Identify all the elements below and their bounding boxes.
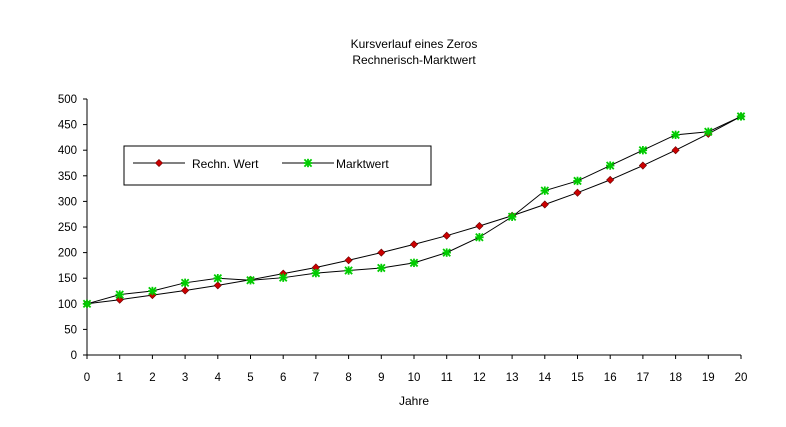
data-point-asterisk — [278, 273, 288, 282]
y-tick-label: 350 — [58, 171, 77, 183]
legend-label: Rechn. Wert — [192, 157, 259, 171]
data-point-diamond — [442, 231, 451, 240]
data-point-asterisk — [442, 248, 451, 257]
x-tick-label: 2 — [149, 372, 155, 384]
legend-item: Rechn. Wert — [133, 157, 259, 171]
y-tick-label: 0 — [71, 350, 77, 362]
y-tick-label: 450 — [58, 120, 77, 132]
series-line — [86, 115, 742, 305]
data-point-diamond — [573, 188, 582, 197]
x-tick-label: 4 — [215, 372, 222, 384]
y-tick-label: 300 — [58, 196, 77, 208]
x-tick-label: 12 — [473, 372, 486, 384]
x-tick-label: 7 — [313, 372, 319, 384]
y-tick-label: 100 — [58, 299, 77, 311]
data-point-asterisk — [540, 186, 550, 195]
data-point-asterisk — [605, 161, 615, 170]
data-point-diamond — [213, 281, 222, 290]
chart-axes — [86, 99, 741, 356]
x-tick-label: 11 — [441, 372, 453, 384]
y-axis-ticks: 0 50 100 150 200 250 300 350 400 450 500 — [58, 94, 87, 362]
x-tick-label: 5 — [247, 372, 253, 384]
y-tick-label: 50 — [64, 324, 77, 336]
series-line — [86, 115, 742, 305]
data-point-diamond — [115, 295, 124, 304]
legend-item: Marktwert — [282, 157, 389, 171]
data-point-diamond — [344, 256, 353, 265]
chart-title: Kursverlauf eines Zeros — [351, 37, 478, 51]
series-1 — [82, 112, 746, 308]
data-point-asterisk — [115, 290, 124, 299]
data-point-diamond — [181, 286, 190, 295]
x-axis-label: Jahre — [399, 394, 429, 408]
data-point-diamond — [638, 161, 647, 170]
legend-label: Marktwert — [336, 157, 389, 171]
y-tick-label: 250 — [58, 222, 77, 234]
legend-box — [123, 145, 432, 186]
data-point-asterisk — [573, 176, 582, 186]
x-tick-label: 6 — [280, 372, 286, 384]
data-point-diamond — [540, 200, 549, 209]
y-tick-label: 500 — [58, 94, 77, 106]
data-point-diamond — [377, 248, 386, 257]
data-point-asterisk — [303, 158, 313, 168]
data-point-asterisk — [377, 263, 386, 273]
x-tick-label: 19 — [702, 372, 715, 384]
x-tick-label: 9 — [378, 372, 384, 384]
y-tick-label: 150 — [58, 273, 77, 285]
legend: Rechn. Wert Marktwert — [123, 145, 432, 186]
data-point-diamond — [475, 221, 484, 231]
data-point-asterisk — [671, 130, 680, 140]
data-point-asterisk — [213, 273, 223, 283]
data-point-diamond — [154, 158, 164, 168]
data-point-asterisk — [638, 145, 648, 155]
data-point-diamond — [606, 175, 615, 184]
x-axis-ticks: 0 1 2 3 4 5 6 7 8 9 10 11 12 13 14 15 16 17 18 19 20 — [84, 355, 748, 384]
data-point-asterisk — [475, 233, 484, 242]
x-tick-label: 3 — [182, 372, 188, 384]
x-tick-label: 10 — [408, 372, 421, 384]
x-tick-label: 17 — [637, 372, 650, 384]
chart-subtitle: Rechnerisch-Marktwert — [352, 53, 476, 67]
data-point-asterisk — [311, 268, 321, 278]
x-tick-label: 14 — [538, 372, 551, 384]
series-layer — [82, 112, 746, 309]
data-point-asterisk — [409, 258, 419, 268]
x-tick-label: 16 — [604, 372, 617, 384]
data-point-asterisk — [82, 299, 92, 309]
data-point-asterisk — [507, 212, 517, 221]
x-tick-label: 13 — [506, 372, 519, 384]
x-tick-label: 0 — [84, 372, 90, 384]
data-point-diamond — [409, 240, 419, 249]
data-point-asterisk — [148, 286, 157, 296]
data-point-asterisk — [704, 127, 713, 137]
data-point-asterisk — [180, 278, 190, 288]
y-tick-label: 200 — [58, 248, 77, 260]
x-tick-label: 20 — [735, 372, 748, 384]
x-tick-label: 1 — [116, 372, 122, 384]
x-tick-label: 18 — [669, 372, 682, 384]
x-tick-label: 8 — [345, 372, 351, 384]
series-2 — [82, 112, 746, 309]
data-point-asterisk — [736, 112, 746, 121]
data-point-asterisk — [344, 266, 353, 275]
data-point-diamond — [671, 146, 680, 155]
y-tick-label: 400 — [58, 145, 77, 157]
data-point-asterisk — [246, 276, 255, 285]
x-tick-label: 15 — [571, 372, 584, 384]
